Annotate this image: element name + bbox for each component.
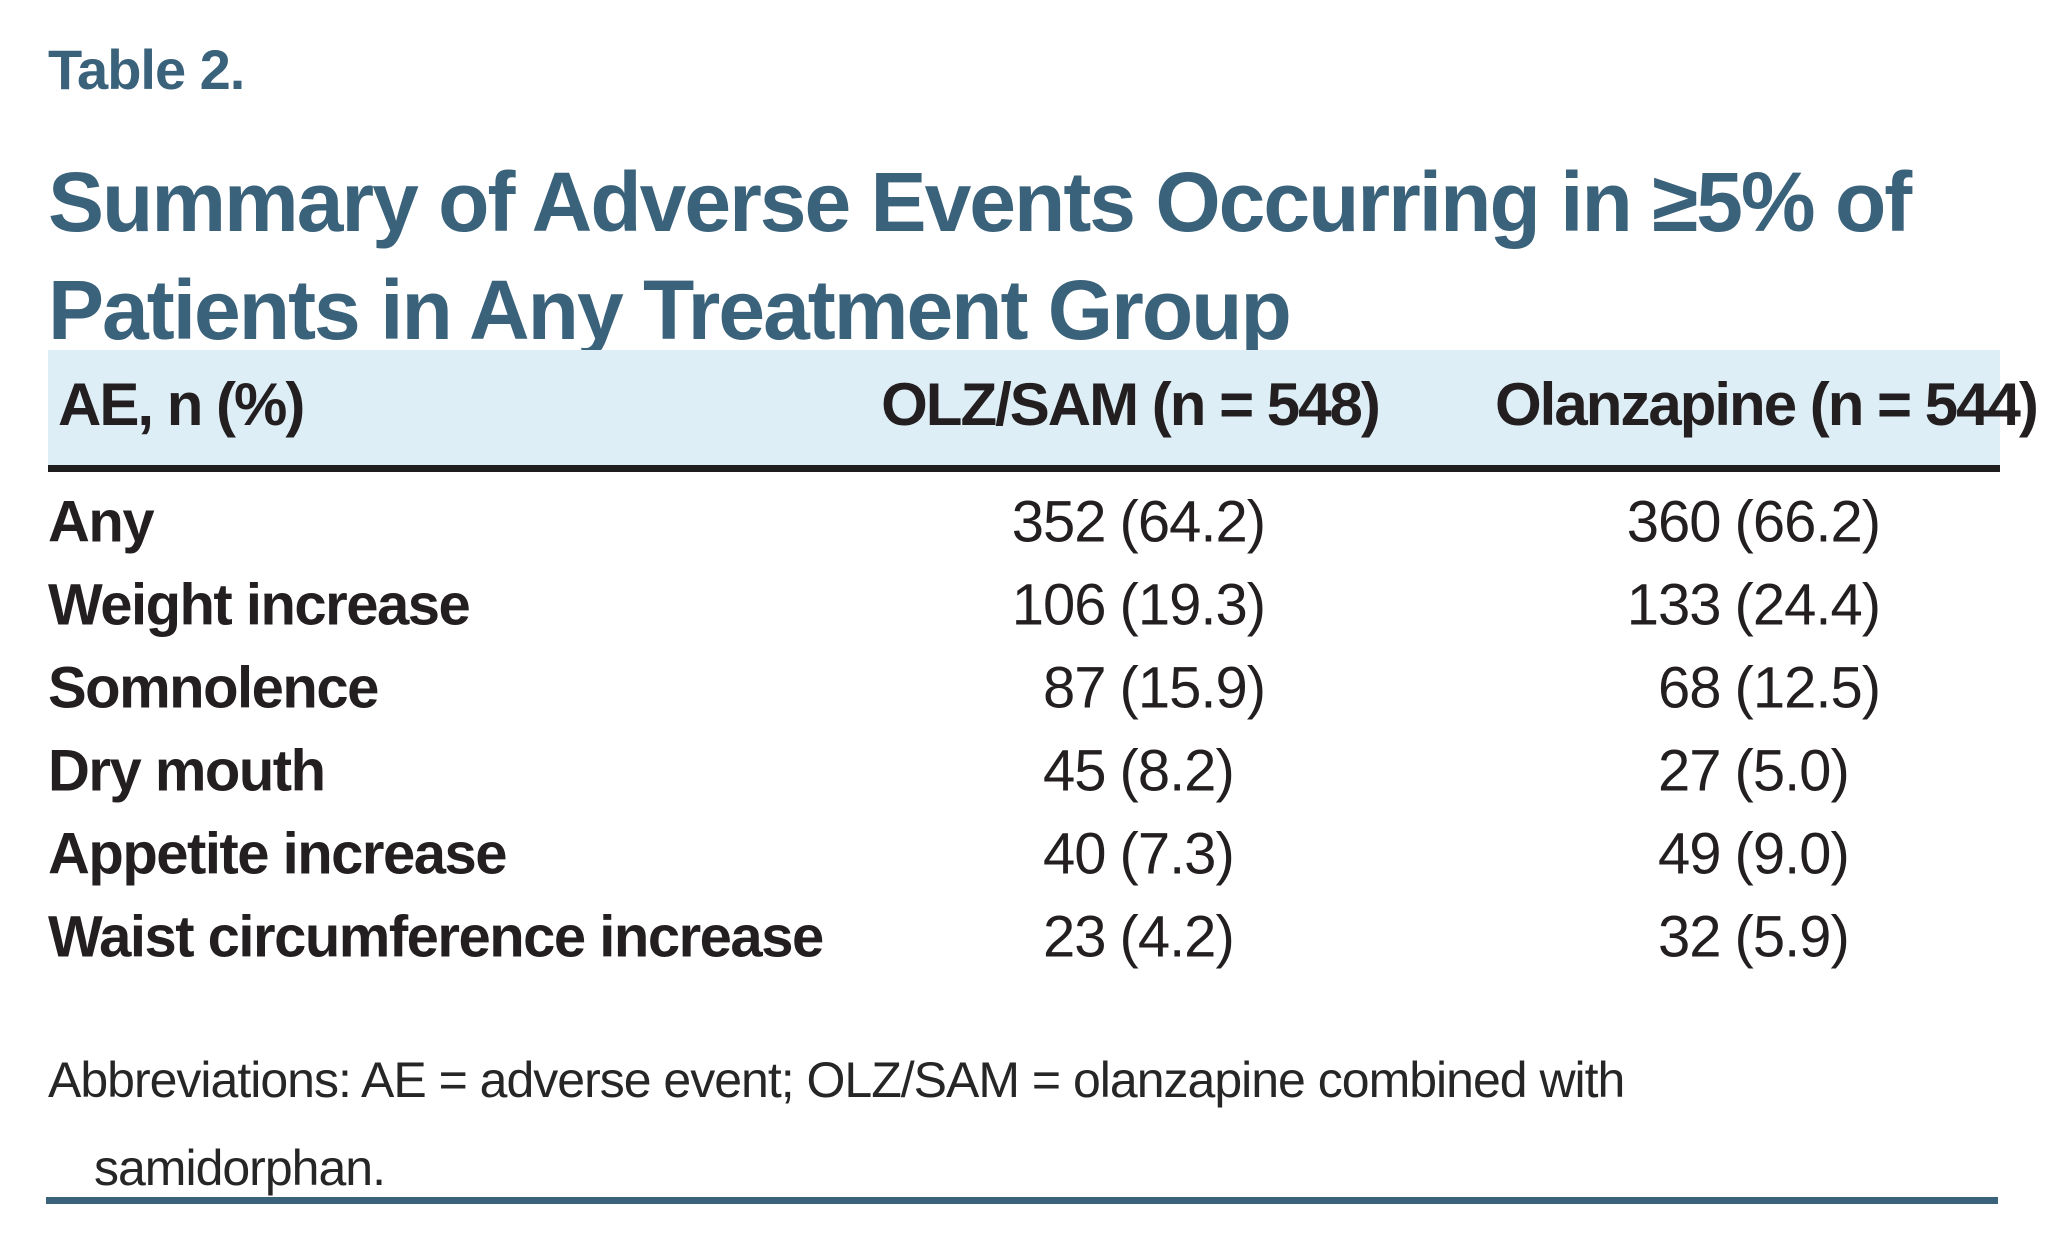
cell-percent: (5.0)	[1734, 738, 1850, 803]
row-label: Somnolence	[48, 655, 379, 720]
table-row: Dry mouth 45 (8.2) 27 (5.0)	[48, 729, 2000, 812]
cell-count: 27	[1657, 738, 1722, 803]
table-title-line-2: Patients in Any Treatment Group	[48, 263, 1292, 357]
cell-percent: (24.4)	[1734, 572, 1882, 637]
cell-olanzapine: 27 (5.0)	[1495, 737, 1995, 804]
footnote-line-1: Abbreviations: AE = adverse event; OLZ/S…	[48, 1052, 1625, 1108]
table-row: Appetite increase 40 (7.3) 49 (9.0)	[48, 812, 2000, 895]
cell-olanzapine: 133 (24.4)	[1495, 571, 1995, 638]
table-header-row: AE, n (%) OLZ/SAM (n = 548) Olanzapine (…	[48, 350, 2039, 472]
cell-percent: (15.9)	[1119, 655, 1267, 720]
table-title-line-1: Summary of Adverse Events Occurring in ≥…	[48, 155, 1912, 249]
cell-percent: (4.2)	[1119, 904, 1235, 969]
column-header-olanzapine: Olanzapine (n = 544)	[1495, 370, 2039, 438]
cell-count: 360	[1626, 489, 1722, 554]
cell-percent: (64.2)	[1119, 489, 1267, 554]
cell-olz-sam: 352 (64.2)	[880, 488, 1380, 555]
cell-count: 23	[1042, 904, 1107, 969]
cell-olz-sam: 45 (8.2)	[880, 737, 1380, 804]
row-label: Dry mouth	[48, 738, 326, 803]
table-row: Any 352 (64.2) 360 (66.2)	[48, 480, 2000, 563]
cell-percent: (8.2)	[1119, 738, 1235, 803]
bottom-divider-rule	[46, 1197, 1998, 1204]
row-label: Weight increase	[48, 572, 471, 637]
cell-percent: (12.5)	[1734, 655, 1882, 720]
row-label: Appetite increase	[48, 821, 508, 886]
table-row: Somnolence 87 (15.9) 68 (12.5)	[48, 646, 2000, 729]
cell-percent: (19.3)	[1119, 572, 1267, 637]
cell-percent: (7.3)	[1119, 821, 1235, 886]
cell-count: 49	[1657, 821, 1722, 886]
table-row: Weight increase 106 (19.3) 133 (24.4)	[48, 563, 2000, 646]
row-label: Any	[48, 489, 155, 554]
column-header-olz-sam: OLZ/SAM (n = 548)	[881, 370, 1381, 438]
cell-count: 45	[1042, 738, 1107, 803]
cell-count: 68	[1657, 655, 1722, 720]
cell-count: 106	[1011, 572, 1107, 637]
footnote-line-2: samidorphan.	[94, 1140, 386, 1196]
cell-olz-sam: 106 (19.3)	[880, 571, 1380, 638]
cell-olanzapine: 68 (12.5)	[1495, 654, 1995, 721]
column-header-ae: AE, n (%)	[58, 370, 305, 438]
cell-count: 40	[1042, 821, 1107, 886]
cell-count: 352	[1011, 489, 1107, 554]
cell-olz-sam: 23 (4.2)	[880, 903, 1380, 970]
cell-olz-sam: 87 (15.9)	[880, 654, 1380, 721]
cell-percent: (66.2)	[1734, 489, 1882, 554]
table-footnote: Abbreviations: AE = adverse event; OLZ/S…	[48, 1036, 1625, 1212]
table-number-label: Table 2.	[48, 38, 245, 101]
cell-count: 87	[1042, 655, 1107, 720]
row-label: Waist circumference increase	[48, 904, 824, 969]
table-title: Summary of Adverse Events Occurring in ≥…	[48, 148, 1912, 364]
table-row: Waist circumference increase 23 (4.2) 32…	[48, 895, 2000, 978]
cell-olz-sam: 40 (7.3)	[880, 820, 1380, 887]
cell-percent: (9.0)	[1734, 821, 1850, 886]
cell-olanzapine: 49 (9.0)	[1495, 820, 1995, 887]
cell-olanzapine: 360 (66.2)	[1495, 488, 1995, 555]
table-body: Any 352 (64.2) 360 (66.2) Weight increas…	[48, 480, 2000, 978]
cell-olanzapine: 32 (5.9)	[1495, 903, 1995, 970]
cell-count: 133	[1626, 572, 1722, 637]
cell-count: 32	[1657, 904, 1722, 969]
cell-percent: (5.9)	[1734, 904, 1850, 969]
